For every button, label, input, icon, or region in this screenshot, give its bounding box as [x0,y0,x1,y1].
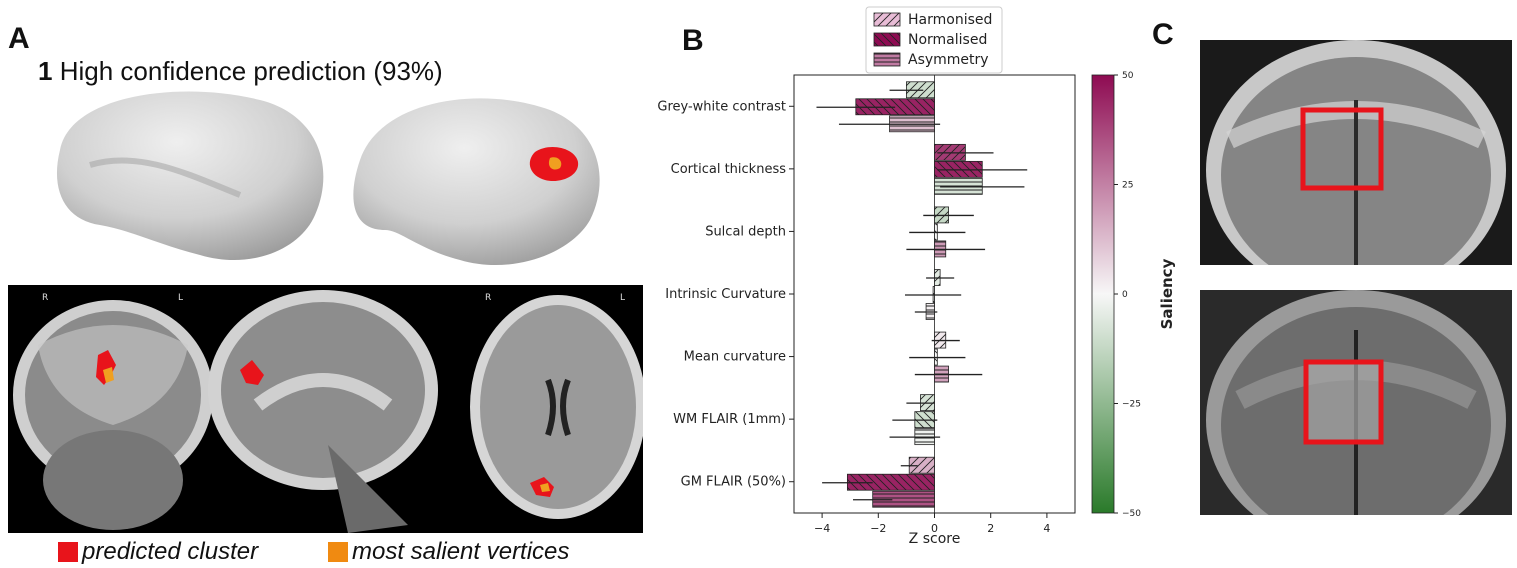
panel-a-letter: A [8,22,30,55]
panel-a-title-text: High confidence prediction (93%) [59,56,443,86]
axial-slice [470,295,643,519]
legend-label: Asymmetry [908,52,989,68]
colorbar-tick-label: 0 [1122,290,1128,300]
colorbar-tick-label: 50 [1122,71,1134,81]
coronal-left-label: L [178,293,184,303]
lateral-surface [56,91,324,261]
flair-roi-box [1303,359,1384,445]
salient-vertices-swatch [328,542,348,562]
y-tick-label: GM FLAIR (50%) [681,475,786,490]
legend-predicted-cluster: predicted cluster [58,538,258,566]
salient-vertices-label: most salient vertices [352,538,570,565]
predicted-cluster-label: predicted cluster [82,538,259,565]
colorbar-label: Saliency [1158,258,1176,329]
panel-a-title-number: 1 [38,56,53,86]
coronal-right-label: R [42,293,49,303]
y-tick-label: WM FLAIR (1mm) [673,412,786,427]
y-tick-label: Mean curvature [684,350,786,365]
panel-a-title: 1 High confidence prediction (93%) [38,56,443,87]
saliency-bar-chart: Grey-white contrast Cortical thickness Sul… [657,6,1176,547]
colorbar-tick-label: −50 [1122,509,1141,519]
x-tick-label: 2 [987,522,994,535]
legend-label: Harmonised [908,12,992,28]
x-tick-label: 4 [1043,522,1050,535]
legend-swatch [873,52,901,67]
axial-left-label: L [620,293,626,303]
mri-t1-coronal [1200,40,1512,265]
axial-right-label: R [485,293,492,303]
t1-roi-box [1300,107,1384,191]
x-tick-label: −2 [870,522,886,535]
mri-flair-coronal [1200,290,1512,515]
colorbar [1091,74,1115,514]
panel-c-letter: C [1152,18,1174,51]
legend-label: Normalised [908,32,987,48]
x-axis-label: Z score [909,531,961,547]
legend-swatch [873,32,901,47]
brain-surfaces [56,91,600,266]
x-tick-label: 0 [931,522,938,535]
y-tick-label: Cortical thickness [671,162,787,177]
coronal-slice [13,300,213,530]
mri-images [13,290,643,533]
x-tick-label: −4 [814,522,830,535]
colorbar-tick-label: 25 [1122,181,1133,191]
panel-b-letter: B [682,24,704,57]
medial-surface [353,98,600,266]
surface-salient-vertices [548,157,562,170]
predicted-cluster-swatch [58,542,78,562]
legend-salient-vertices: most salient vertices [328,538,569,566]
y-tick-label: Sulcal depth [705,224,786,239]
sagittal-slice [208,290,438,533]
y-tick-label: Intrinsic Curvature [665,287,786,302]
colorbar-tick-label: −25 [1122,400,1141,410]
y-tick-label: Grey-white contrast [657,99,786,114]
legend-swatch [873,12,901,27]
